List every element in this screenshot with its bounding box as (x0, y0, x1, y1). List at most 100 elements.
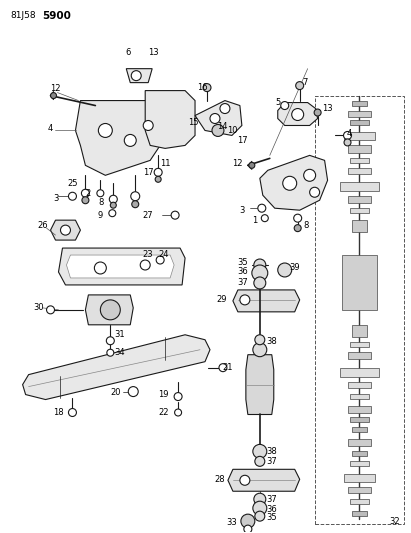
Text: 2: 2 (86, 189, 91, 198)
Text: 12: 12 (232, 159, 242, 168)
Circle shape (292, 109, 304, 120)
Text: 30: 30 (33, 303, 44, 312)
Polygon shape (344, 133, 375, 140)
Circle shape (60, 225, 70, 235)
Circle shape (254, 493, 266, 505)
Polygon shape (351, 220, 367, 232)
Text: 5: 5 (275, 98, 280, 107)
Text: 37: 37 (238, 278, 248, 287)
Circle shape (258, 204, 266, 212)
Polygon shape (348, 110, 372, 117)
Text: 31: 31 (114, 330, 125, 340)
Circle shape (255, 456, 265, 466)
Circle shape (109, 209, 116, 217)
Circle shape (97, 190, 104, 197)
Text: 21: 21 (223, 363, 233, 372)
Text: 8: 8 (303, 221, 308, 230)
Circle shape (174, 393, 182, 400)
Text: 36: 36 (238, 268, 248, 277)
Polygon shape (348, 406, 372, 413)
Circle shape (253, 501, 267, 515)
Circle shape (219, 364, 227, 372)
Text: 25: 25 (67, 179, 78, 188)
Circle shape (156, 256, 164, 264)
Circle shape (131, 71, 141, 80)
Polygon shape (349, 342, 369, 347)
Polygon shape (67, 255, 174, 278)
Circle shape (46, 306, 55, 314)
Text: 19: 19 (158, 390, 169, 399)
Circle shape (241, 514, 255, 528)
Polygon shape (233, 290, 300, 312)
Circle shape (155, 176, 161, 182)
Circle shape (69, 192, 76, 200)
Polygon shape (348, 196, 372, 203)
Text: 23: 23 (143, 249, 153, 259)
Text: 29: 29 (217, 295, 227, 304)
Text: 17: 17 (143, 168, 153, 177)
Text: 14: 14 (217, 122, 227, 131)
Circle shape (106, 337, 114, 345)
Circle shape (296, 82, 304, 90)
Polygon shape (246, 354, 274, 415)
Polygon shape (349, 417, 369, 423)
Text: 15: 15 (188, 118, 198, 127)
Polygon shape (342, 255, 377, 310)
Text: 34: 34 (114, 348, 125, 357)
Circle shape (175, 409, 182, 416)
Circle shape (210, 114, 220, 124)
Text: 10: 10 (226, 126, 237, 135)
Text: 26: 26 (37, 221, 48, 230)
Text: 4: 4 (48, 124, 53, 133)
Circle shape (100, 300, 120, 320)
Circle shape (124, 134, 136, 147)
Circle shape (128, 386, 138, 397)
Circle shape (294, 214, 302, 222)
Text: 35: 35 (266, 513, 277, 522)
Circle shape (304, 169, 316, 181)
Text: 3: 3 (53, 193, 58, 203)
Polygon shape (348, 352, 372, 359)
Polygon shape (348, 439, 372, 447)
Circle shape (220, 103, 230, 114)
Circle shape (281, 102, 289, 110)
Text: 22: 22 (158, 408, 169, 417)
Text: 6: 6 (126, 48, 131, 57)
Polygon shape (351, 511, 367, 516)
Polygon shape (195, 101, 242, 135)
Circle shape (309, 187, 320, 197)
Circle shape (244, 525, 252, 533)
Polygon shape (339, 182, 379, 191)
Circle shape (81, 189, 90, 197)
Circle shape (132, 201, 139, 208)
Circle shape (254, 277, 266, 289)
Text: 37: 37 (266, 457, 277, 466)
Circle shape (212, 125, 224, 136)
Polygon shape (126, 69, 152, 83)
Text: 28: 28 (215, 475, 225, 484)
Text: 81J58: 81J58 (11, 11, 36, 20)
Polygon shape (260, 156, 328, 210)
Circle shape (240, 475, 250, 485)
Circle shape (110, 202, 116, 208)
Text: 12: 12 (50, 84, 61, 93)
Text: 32: 32 (389, 516, 399, 526)
Text: 11: 11 (160, 159, 171, 168)
Circle shape (98, 124, 112, 138)
Polygon shape (58, 248, 185, 285)
Polygon shape (348, 146, 372, 154)
Circle shape (109, 195, 117, 203)
Circle shape (261, 215, 268, 222)
Polygon shape (349, 120, 369, 125)
Circle shape (82, 197, 89, 204)
Text: 8: 8 (99, 198, 104, 207)
Polygon shape (76, 101, 160, 175)
Circle shape (249, 163, 255, 168)
Circle shape (143, 120, 153, 131)
Circle shape (283, 176, 297, 190)
Circle shape (154, 168, 162, 176)
Text: 27: 27 (143, 211, 153, 220)
Circle shape (95, 262, 106, 274)
Circle shape (51, 93, 56, 99)
Circle shape (252, 265, 268, 281)
